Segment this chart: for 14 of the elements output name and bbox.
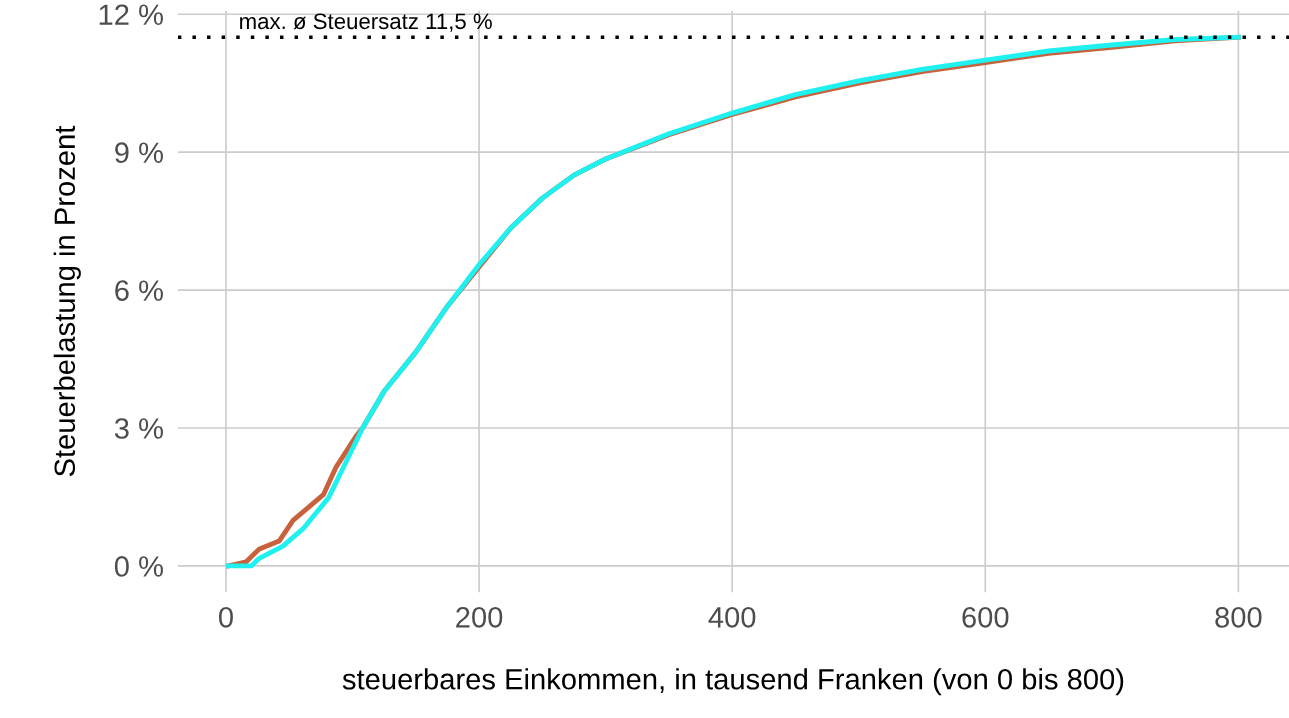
- x-tick-label: 0: [219, 607, 233, 628]
- x-axis-title: steuerbares Einkommen, in tausend Franken (von 0 bis 800): [342, 668, 1124, 696]
- ref-line-label: max. ø Steuersatz 11,5 %: [240, 13, 492, 32]
- y-tick-label: 3 %: [114, 418, 163, 439]
- y-tick-label: 9 %: [115, 142, 163, 163]
- y-axis-title: Steuerbelastung in Prozent: [53, 125, 81, 477]
- y-tick-label: 12 %: [99, 4, 163, 25]
- line-series: [226, 34, 1241, 569]
- x-tick-label: 600: [962, 607, 1009, 628]
- x-tick-label: 200: [456, 607, 503, 628]
- x-tick-label: 400: [708, 607, 756, 628]
- y-tick-label: 6 %: [115, 280, 163, 301]
- x-tick-label: 800: [1215, 607, 1262, 628]
- y-tick-label: 0 %: [114, 556, 163, 577]
